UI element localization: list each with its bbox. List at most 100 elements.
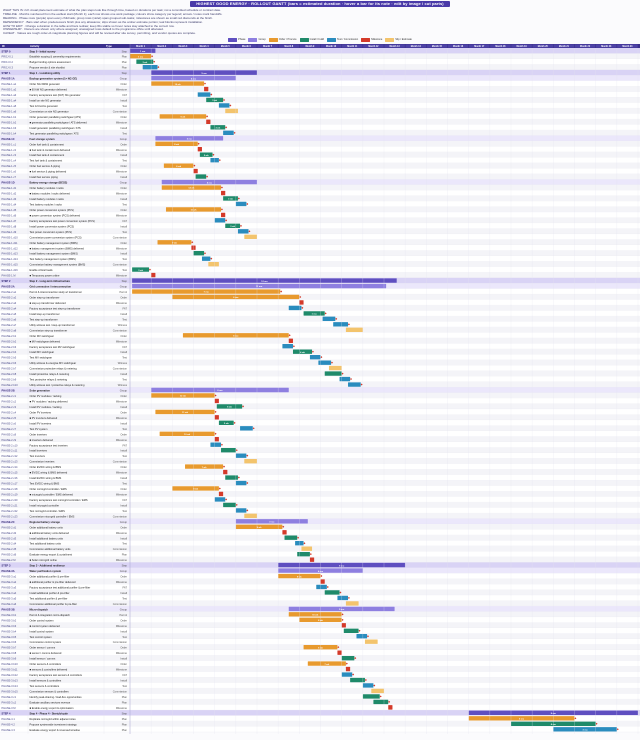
gantt-bar[interactable] xyxy=(307,661,346,666)
gantt-bar[interactable] xyxy=(218,103,230,108)
gantt-bar[interactable] xyxy=(204,86,209,92)
gantt-bar[interactable] xyxy=(225,475,238,480)
gantt-bar[interactable] xyxy=(468,716,575,721)
gantt-bar[interactable] xyxy=(341,655,355,661)
gantt-bar[interactable] xyxy=(221,448,236,453)
gantt-bar[interactable] xyxy=(235,508,247,513)
gantt-bar[interactable] xyxy=(142,64,158,70)
gantt-bar[interactable] xyxy=(333,322,349,327)
gantt-bar[interactable] xyxy=(309,354,321,360)
gantt-bar[interactable] xyxy=(371,688,384,694)
gantt-bar[interactable] xyxy=(132,278,397,283)
gantt-bar[interactable] xyxy=(373,699,389,705)
gantt-bar[interactable] xyxy=(223,130,234,136)
gantt-bar[interactable] xyxy=(364,639,378,644)
gantt-bar[interactable] xyxy=(320,579,325,584)
gantt-bar[interactable] xyxy=(214,437,219,442)
gantt-bar[interactable] xyxy=(237,229,249,234)
gantt-bar[interactable] xyxy=(328,365,342,371)
gantt-bar[interactable] xyxy=(345,601,359,606)
gantt-bar[interactable] xyxy=(151,70,257,75)
gantt-bar[interactable] xyxy=(297,551,310,557)
gantt-bar[interactable] xyxy=(223,469,228,475)
gantt-bar[interactable] xyxy=(284,535,298,540)
gantt-bar[interactable] xyxy=(288,612,342,617)
gantt-bar[interactable] xyxy=(132,289,281,294)
gantt-bar[interactable] xyxy=(345,666,351,672)
gantt-bar[interactable] xyxy=(136,59,154,64)
gantt-bar[interactable] xyxy=(210,125,226,130)
gantt-bar[interactable] xyxy=(343,628,359,633)
gantt-bar[interactable] xyxy=(218,420,234,426)
gantt-chart[interactable]: ID Activity Type Month 1 Month 2 Month 3 Month… xyxy=(0,44,640,734)
gantt-bar[interactable] xyxy=(132,267,150,272)
gantt-bar[interactable] xyxy=(225,108,238,114)
gantt-bar[interactable] xyxy=(301,546,313,551)
gantt-bar[interactable] xyxy=(316,584,327,590)
gantt-bar[interactable] xyxy=(350,677,365,683)
gantt-bar[interactable] xyxy=(197,92,211,97)
gantt-bar[interactable] xyxy=(309,557,315,562)
gantt-bar[interactable] xyxy=(214,398,219,404)
gantt-bar[interactable] xyxy=(324,371,342,376)
gantt-bar[interactable] xyxy=(362,683,374,688)
gantt-bar[interactable] xyxy=(244,513,257,519)
gantt-bar[interactable] xyxy=(151,393,215,398)
gantt-bar[interactable] xyxy=(292,349,313,354)
gantt-bar[interactable] xyxy=(318,360,332,365)
gantt-bar[interactable] xyxy=(235,201,247,207)
gantt-bar[interactable] xyxy=(282,530,287,535)
gantt-bar[interactable] xyxy=(132,283,387,289)
gantt-bar[interactable] xyxy=(210,442,222,447)
gantt-bar[interactable] xyxy=(235,524,283,529)
gantt-bar[interactable] xyxy=(214,497,226,502)
gantt-bar[interactable] xyxy=(225,223,241,229)
gantt-bar[interactable] xyxy=(161,185,222,190)
gantt-bar[interactable] xyxy=(244,458,257,464)
gantt-bar[interactable] xyxy=(223,196,238,201)
gantt-bar[interactable] xyxy=(193,251,205,256)
gantt-bar[interactable] xyxy=(155,409,215,415)
gantt-bar[interactable] xyxy=(299,300,304,305)
gantt-bar[interactable] xyxy=(303,311,325,316)
gantt-bar[interactable] xyxy=(356,634,368,639)
gantt-bar[interactable] xyxy=(159,431,215,436)
gantt-bar[interactable] xyxy=(214,415,219,420)
gantt-bar[interactable] xyxy=(197,147,202,152)
gantt-bar[interactable] xyxy=(282,344,293,349)
gantt-bar[interactable] xyxy=(345,327,363,332)
gantt-bar[interactable] xyxy=(193,168,198,174)
gantt-bar[interactable] xyxy=(235,519,308,524)
gantt-bar[interactable] xyxy=(388,705,393,710)
gantt-bar[interactable] xyxy=(235,453,247,458)
gantt-bar[interactable] xyxy=(221,212,226,218)
gantt-bar[interactable] xyxy=(362,694,380,699)
gantt-bar[interactable] xyxy=(185,464,224,469)
gantt-bar[interactable] xyxy=(288,305,302,311)
gantt-bar[interactable] xyxy=(240,426,253,431)
gantt-bar[interactable] xyxy=(235,480,247,486)
gantt-bar[interactable] xyxy=(151,387,289,393)
gantt-bar[interactable] xyxy=(172,486,219,491)
gantt-bar[interactable] xyxy=(161,179,257,185)
gantt-bar[interactable] xyxy=(341,623,346,628)
gantt-bar[interactable] xyxy=(339,376,351,382)
gantt-bar[interactable] xyxy=(221,190,226,196)
gantt-bar[interactable] xyxy=(195,174,207,179)
gantt-bar[interactable] xyxy=(206,119,211,125)
gantt-bar[interactable] xyxy=(130,48,156,53)
gantt-bar[interactable] xyxy=(163,163,194,168)
gantt-bar[interactable] xyxy=(324,590,340,595)
gantt-bar[interactable] xyxy=(337,595,349,601)
gantt-bar[interactable] xyxy=(244,234,257,239)
gantt-bar[interactable] xyxy=(199,152,213,157)
gantt-bar[interactable] xyxy=(341,672,353,677)
gantt-bar[interactable] xyxy=(155,141,198,146)
gantt-bar[interactable] xyxy=(337,650,342,655)
gantt-bar[interactable] xyxy=(214,218,226,223)
gantt-bar[interactable] xyxy=(322,316,336,322)
gantt-bar[interactable] xyxy=(553,727,617,732)
gantt-bar[interactable] xyxy=(218,491,224,497)
gantt-bar[interactable] xyxy=(151,81,205,86)
gantt-bar[interactable] xyxy=(159,114,207,119)
